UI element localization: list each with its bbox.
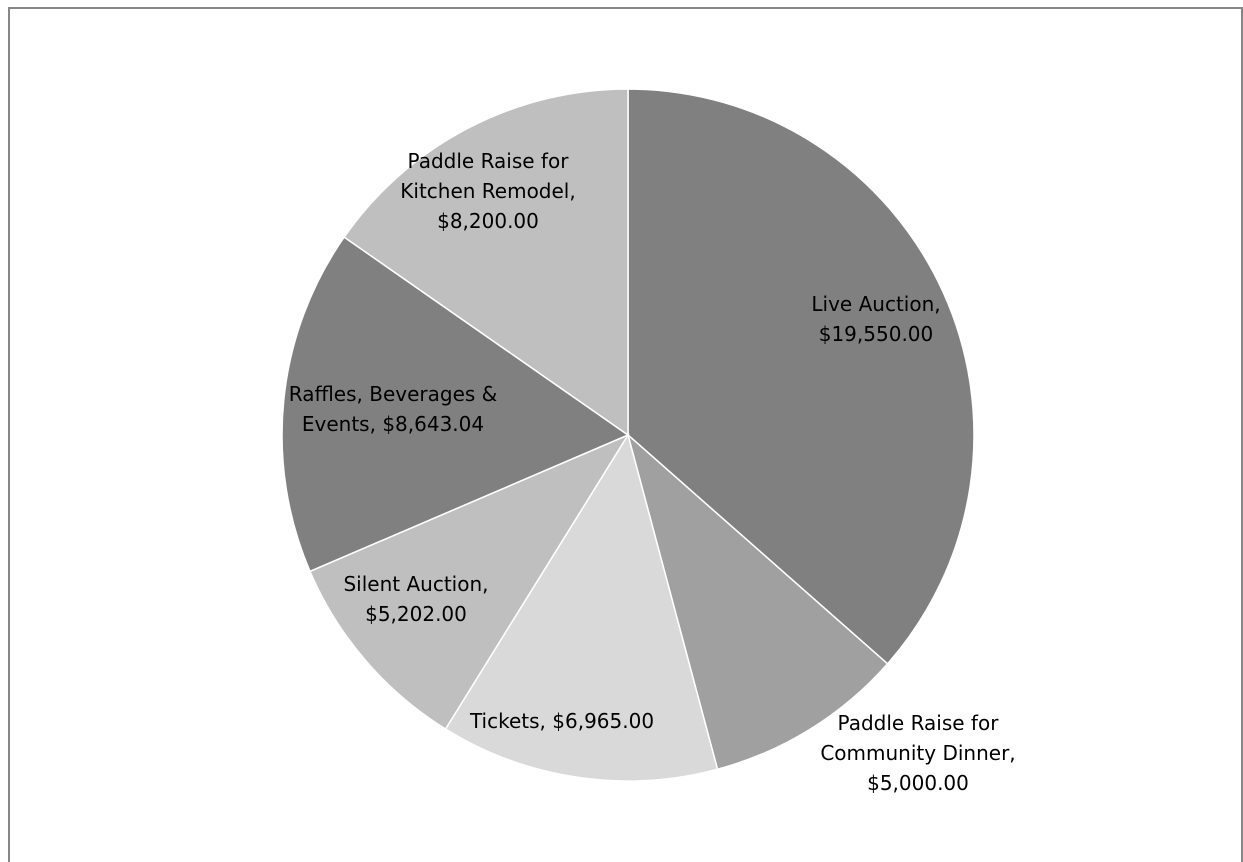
pie-slices bbox=[281, 88, 975, 782]
slice-label-paddle-raise-for-community-dinner: Paddle Raise for Community Dinner, $5,000.… bbox=[820, 711, 1015, 795]
pie-slice-raffles-beverages-events bbox=[281, 236, 630, 573]
slice-label-line: Raffles, Beverages & bbox=[289, 382, 498, 406]
slice-label-line: Paddle Raise for bbox=[408, 149, 570, 173]
slice-label-line: Silent Auction, bbox=[343, 572, 488, 596]
slice-label-tickets: Tickets, $6,965.00 bbox=[469, 709, 654, 733]
slice-label-line: $19,550.00 bbox=[819, 322, 934, 346]
slice-label-line: Tickets, $6,965.00 bbox=[469, 709, 654, 733]
pie-slice-silent-auction bbox=[309, 433, 630, 731]
slice-label-line: Community Dinner, bbox=[820, 741, 1015, 765]
slice-label-paddle-raise-for-kitchen-remodel: Paddle Raise for Kitchen Remodel, $8,200.0… bbox=[400, 149, 575, 233]
slice-label-line: Paddle Raise for bbox=[838, 711, 1000, 735]
slice-label-line: Events, $8,643.04 bbox=[302, 412, 484, 436]
slice-label-line: Live Auction, bbox=[811, 292, 940, 316]
slice-label-line: $8,200.00 bbox=[437, 209, 539, 233]
pie-slice-tickets bbox=[444, 433, 719, 782]
slice-label-line: Kitchen Remodel, bbox=[400, 179, 575, 203]
slice-label-line: $5,202.00 bbox=[365, 602, 467, 626]
slice-label-live-auction: Live Auction, $19,550.00 bbox=[811, 292, 940, 346]
slice-label-line: $5,000.00 bbox=[867, 771, 969, 795]
pie-slice-paddle-raise-for-community-dinner bbox=[626, 432, 889, 771]
pie-labels: Live Auction, $19,550.00 Paddle Raise for C… bbox=[289, 149, 1016, 795]
pie-slice-paddle-raise-for-kitchen-remodel bbox=[343, 88, 629, 437]
slice-label-silent-auction: Silent Auction, $5,202.00 bbox=[343, 572, 488, 626]
pie-slice-live-auction bbox=[627, 88, 975, 665]
slice-label-raffles-beverages-events: Raffles, Beverages & Events, $8,643.04 bbox=[289, 382, 498, 436]
